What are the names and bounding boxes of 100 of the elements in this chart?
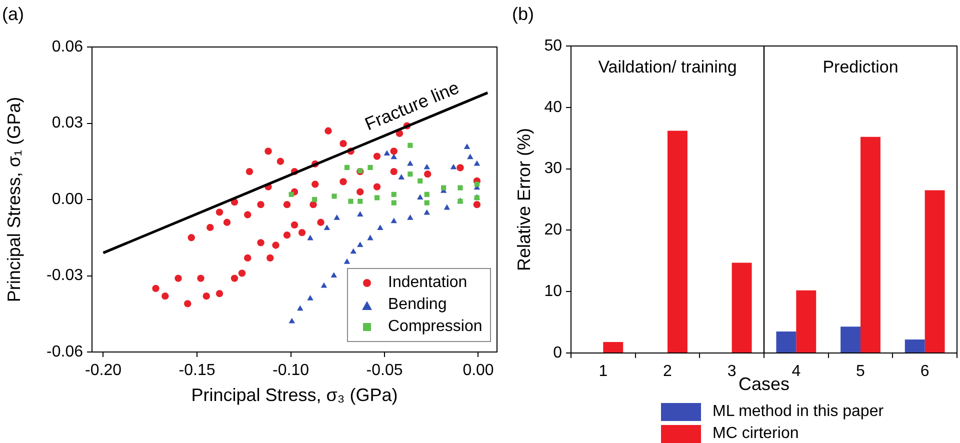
point	[384, 150, 390, 156]
point	[312, 180, 319, 188]
point	[456, 164, 464, 172]
legend-label: ML method in this paper	[712, 403, 884, 421]
point	[307, 234, 314, 240]
x-axis-title: Principal Stress, σ₃ (GPa)	[191, 385, 398, 406]
y-axis-title: Principal Stress, σ₁ (GPa)	[4, 96, 24, 302]
point	[174, 274, 182, 282]
point	[307, 295, 314, 300]
y-tick-label: 0.00	[52, 190, 84, 208]
x-tick-label: 0.00	[462, 362, 494, 380]
point	[467, 154, 474, 160]
point	[474, 160, 480, 166]
y-tick-label: 0.03	[52, 114, 84, 132]
y-tick-label: 0	[553, 344, 562, 362]
bar	[796, 290, 816, 352]
point	[340, 178, 347, 186]
y-tick-label: 10	[544, 283, 562, 300]
point	[373, 152, 381, 160]
x-tick-label: 4	[792, 363, 801, 380]
bar	[603, 342, 624, 352]
point	[357, 211, 364, 217]
x-axis-title: Cases	[738, 374, 790, 394]
point	[344, 164, 350, 170]
x-tick-label: 2	[663, 363, 672, 380]
point	[356, 188, 364, 196]
y-tick-label: 0.06	[52, 38, 84, 56]
bar	[924, 190, 945, 352]
point	[334, 214, 340, 220]
point	[223, 218, 231, 226]
x-tick-label: -0.05	[366, 362, 403, 380]
x-tick-label: -0.15	[178, 362, 216, 380]
x-tick-label: -0.20	[85, 362, 122, 380]
point	[474, 182, 480, 187]
y-axis-title: Relative Error (%)	[514, 128, 534, 272]
point	[398, 174, 404, 180]
point	[238, 270, 246, 277]
y-tick-label: 30	[544, 160, 562, 178]
point	[266, 254, 274, 262]
point	[424, 192, 430, 197]
point	[272, 242, 280, 249]
point	[408, 142, 413, 148]
point	[244, 254, 252, 262]
point	[390, 218, 397, 224]
point	[162, 292, 169, 300]
legend-label: Compression	[388, 318, 482, 336]
point	[350, 248, 356, 254]
point	[317, 218, 324, 226]
legend-label: Indentation	[388, 274, 468, 292]
point	[230, 274, 238, 282]
point	[257, 239, 264, 246]
point	[276, 158, 284, 165]
point	[441, 185, 446, 190]
point	[391, 200, 396, 206]
legend-label: Bending	[388, 296, 447, 314]
text: (a)	[2, 4, 24, 25]
point	[283, 231, 291, 239]
point	[473, 200, 481, 208]
point	[332, 194, 337, 199]
text: (b)	[512, 4, 534, 25]
point	[374, 195, 380, 200]
point	[391, 192, 396, 197]
point	[407, 214, 414, 220]
x-tick-label: 6	[920, 363, 930, 380]
point	[464, 144, 470, 149]
y-tick-label: 40	[544, 98, 562, 116]
point	[246, 168, 254, 176]
point	[424, 200, 430, 206]
point	[340, 140, 347, 148]
x-tick-label: 5	[856, 363, 866, 380]
point	[152, 284, 160, 292]
x-tick-label: -0.10	[272, 362, 310, 380]
bar	[840, 326, 860, 352]
x-tick-label: 3	[727, 363, 736, 380]
point	[408, 172, 413, 177]
point	[288, 192, 294, 197]
point	[458, 185, 463, 190]
point	[288, 318, 295, 324]
point	[320, 282, 328, 288]
point	[290, 221, 298, 229]
bar	[860, 136, 880, 352]
point	[348, 198, 354, 204]
x-tick-label: 1	[598, 363, 608, 380]
point	[324, 224, 330, 230]
point	[197, 274, 204, 282]
point	[297, 305, 304, 311]
bar	[776, 332, 796, 352]
point	[377, 224, 384, 230]
point	[312, 196, 318, 202]
point	[418, 178, 423, 184]
point	[424, 164, 430, 170]
annotation: Vaildation/ training	[598, 58, 737, 77]
point	[298, 228, 306, 236]
point	[450, 164, 457, 170]
point	[390, 148, 398, 155]
point	[310, 200, 317, 208]
annotation: Prediction	[822, 58, 898, 77]
y-tick-label: -0.06	[46, 343, 84, 360]
point	[367, 234, 374, 240]
point	[390, 154, 397, 160]
